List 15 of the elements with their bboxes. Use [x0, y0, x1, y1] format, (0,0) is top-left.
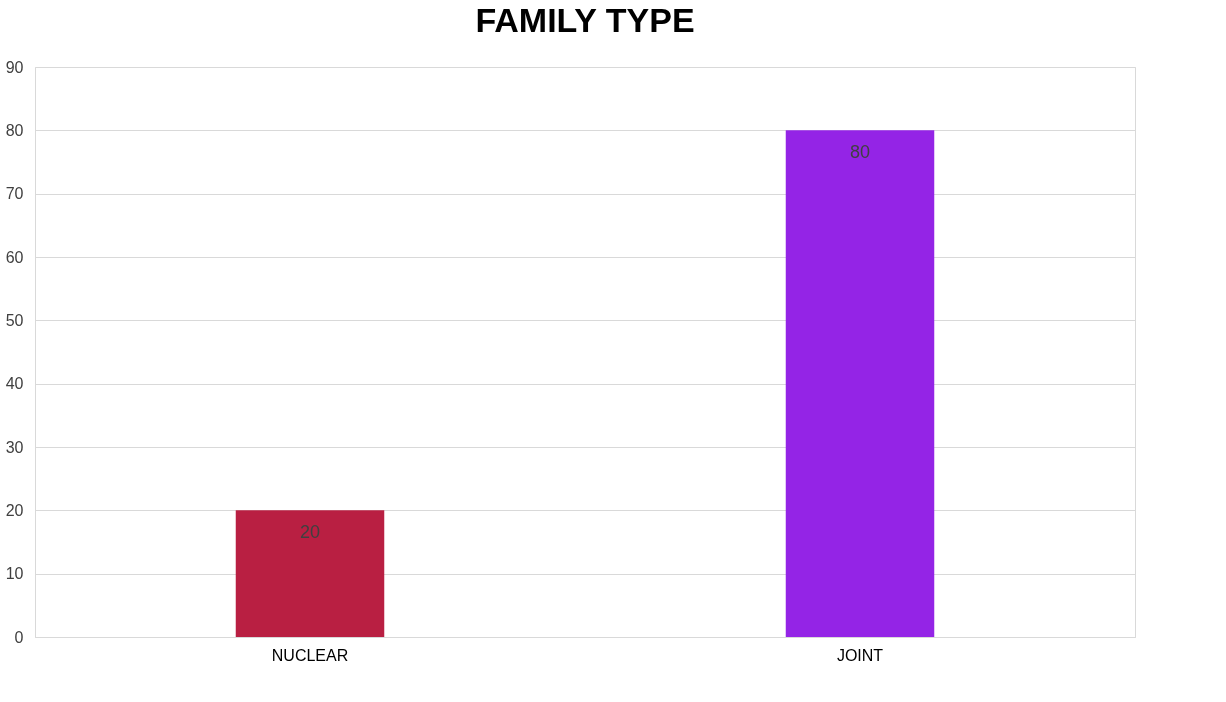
- y-tick-label: 60: [5, 248, 24, 266]
- y-tick-label: 80: [5, 121, 24, 139]
- y-tick-label: 20: [5, 501, 24, 519]
- y-tick-label: 70: [5, 185, 24, 203]
- x-tick-label: JOINT: [836, 646, 884, 664]
- y-tick-label: 90: [5, 58, 24, 76]
- data-label: 80: [849, 142, 871, 163]
- x-tick-label: NUCLEAR: [271, 646, 349, 664]
- y-tick-label: 0: [14, 628, 24, 646]
- y-tick-label: 10: [5, 565, 24, 583]
- data-label: 20: [299, 522, 321, 543]
- y-tick-label: 40: [5, 375, 24, 393]
- y-tick-label: 30: [5, 438, 24, 456]
- y-tick-label: 50: [5, 311, 24, 329]
- chart-title: FAMILY TYPE: [475, 1, 695, 39]
